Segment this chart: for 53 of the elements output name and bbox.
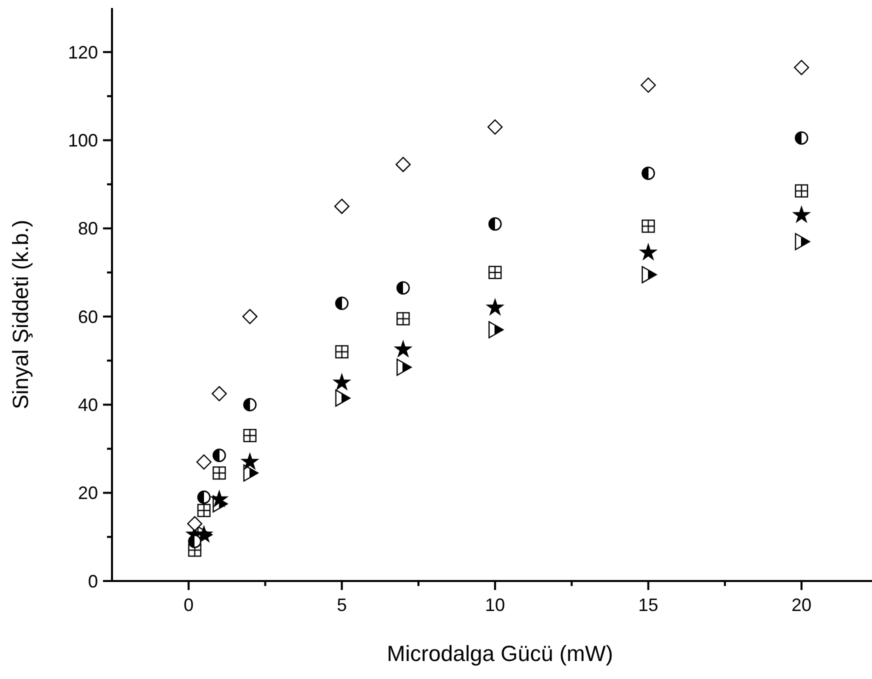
point xyxy=(488,266,502,280)
x-tick-label: 5 xyxy=(336,595,347,615)
x-tick-label: 10 xyxy=(485,595,506,615)
point xyxy=(334,198,350,214)
point xyxy=(794,60,810,76)
x-tick-label: 15 xyxy=(638,595,658,615)
point xyxy=(642,266,657,284)
point xyxy=(642,220,655,233)
point xyxy=(197,490,211,504)
point xyxy=(488,321,504,338)
x-tick-label: 20 xyxy=(792,595,812,615)
point xyxy=(394,340,413,358)
point xyxy=(212,466,226,480)
y-tick-label: 60 xyxy=(78,306,98,327)
point xyxy=(240,452,260,470)
point xyxy=(243,428,257,442)
point xyxy=(487,119,503,135)
point xyxy=(794,131,808,145)
point xyxy=(396,312,410,326)
y-tick-label: 0 xyxy=(88,571,98,592)
point xyxy=(243,464,259,482)
point xyxy=(187,516,202,532)
x-axis-title: Microdalga Gücü (mW) xyxy=(386,641,614,666)
y-axis-title: Sinyal Şiddeti (k.b.) xyxy=(8,220,33,410)
y-tick-label: 100 xyxy=(68,130,98,151)
y-tick-label: 120 xyxy=(68,42,98,62)
point xyxy=(396,358,412,376)
point xyxy=(212,386,227,402)
point xyxy=(196,454,212,470)
point xyxy=(794,233,810,250)
point xyxy=(212,448,226,462)
point xyxy=(335,389,350,407)
x-tick-label: 0 xyxy=(184,595,194,615)
point xyxy=(396,156,411,172)
point xyxy=(335,296,349,310)
y-tick-label: 20 xyxy=(78,483,98,504)
point xyxy=(243,398,257,412)
point xyxy=(188,534,202,548)
point xyxy=(792,205,811,224)
point xyxy=(486,298,504,316)
y-tick-label: 80 xyxy=(78,218,98,239)
point xyxy=(794,184,808,198)
point xyxy=(210,490,229,508)
point xyxy=(242,308,258,324)
point xyxy=(642,166,655,180)
point xyxy=(197,504,211,518)
point xyxy=(640,78,656,93)
point xyxy=(396,281,410,295)
point xyxy=(638,242,658,261)
point xyxy=(488,217,502,231)
point xyxy=(332,372,352,391)
point xyxy=(335,345,348,358)
y-tick-label: 40 xyxy=(78,394,98,415)
